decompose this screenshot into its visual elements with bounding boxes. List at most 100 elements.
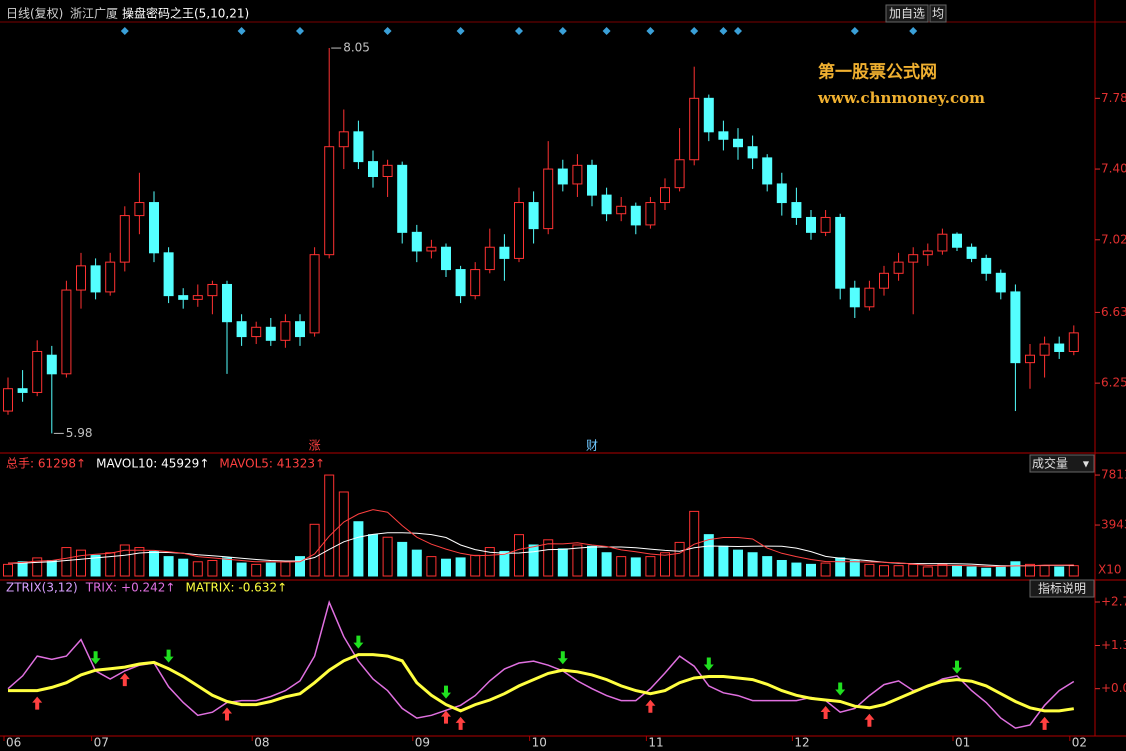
- candle-body: [879, 272, 889, 289]
- candle-body: [280, 321, 291, 341]
- volume-bar: [776, 559, 787, 577]
- buy-arrow: [32, 696, 43, 710]
- legend-entry: MAVOL5: 41323↑: [219, 457, 325, 471]
- candle-body: [119, 215, 130, 263]
- x-tick-label: 12: [794, 736, 809, 750]
- candle-body: [893, 261, 904, 274]
- volume-bar: [981, 567, 992, 577]
- candle-body: [163, 252, 174, 297]
- volume-bar: [922, 566, 933, 577]
- volume-bar: [572, 544, 583, 577]
- legend-entry: MATRIX: -0.632↑: [185, 581, 287, 595]
- candle-body: [192, 295, 203, 300]
- volume-bar: [61, 547, 72, 577]
- min-price-label: 5.98: [66, 426, 93, 440]
- volume-bar: [280, 561, 291, 577]
- indicator-help-button[interactable]: 指标说明: [1038, 581, 1086, 596]
- signal-diamond: [456, 27, 465, 35]
- candle-body: [17, 388, 28, 393]
- volume-bar: [105, 552, 116, 577]
- volume-bar: [908, 563, 919, 577]
- candle-body: [105, 261, 116, 293]
- volume-bar: [178, 558, 189, 577]
- volume-bar: [1068, 565, 1079, 577]
- volume-bar: [192, 561, 203, 577]
- series-line: [8, 653, 1075, 713]
- volume-bar: [937, 563, 948, 577]
- volume-bar: [966, 566, 977, 577]
- candle-body: [426, 246, 437, 252]
- candle-body: [572, 164, 583, 185]
- candle-body: [937, 233, 948, 252]
- volume-bar: [630, 557, 641, 577]
- legend-entry: TRIX: +0.242↑: [85, 581, 176, 595]
- volume-bar: [32, 557, 43, 577]
- candle-body: [952, 233, 962, 248]
- volume-bar: [1054, 566, 1065, 577]
- candle-body: [981, 257, 992, 274]
- indicator-title: ZTRIX(3,12): [6, 581, 78, 595]
- volume-bar: [382, 536, 393, 577]
- volume-bar: [601, 552, 612, 577]
- candle-body: [776, 183, 787, 204]
- buy-arrow: [119, 673, 130, 687]
- candle-body: [470, 269, 481, 297]
- volume-selector[interactable]: 成交量: [1032, 456, 1068, 471]
- y-tick-label: 6.63: [1101, 305, 1126, 319]
- sell-arrow: [703, 657, 714, 671]
- candle-body: [601, 194, 612, 215]
- signal-diamond: [719, 27, 728, 35]
- volume-bar: [645, 556, 656, 577]
- signal-diamond: [850, 27, 859, 35]
- candle-body: [528, 202, 539, 230]
- volume-bar: [893, 565, 904, 577]
- buy-arrow: [441, 710, 451, 724]
- candle-body: [587, 164, 597, 196]
- volume-bar: [806, 563, 816, 577]
- candle-body: [922, 250, 933, 256]
- dropdown-arrow[interactable]: ▼: [1083, 460, 1090, 469]
- volume-unit: X10: [1098, 563, 1122, 577]
- volume-bar: [163, 556, 174, 577]
- candle-body: [849, 287, 860, 308]
- volume-bar: [411, 549, 422, 577]
- x-tick-label: 09: [415, 736, 430, 750]
- candle-body: [557, 168, 568, 185]
- volume-bar: [733, 549, 743, 577]
- candle-body: [251, 326, 262, 338]
- candle-body: [455, 269, 466, 297]
- volume-bar: [1010, 561, 1021, 577]
- candle-body: [338, 131, 349, 148]
- buy-arrow: [1039, 716, 1050, 730]
- volume-bar: [251, 563, 262, 577]
- volume-bar: [368, 534, 378, 577]
- volume-bar: [762, 556, 773, 577]
- candle-body: [762, 157, 773, 185]
- volume-bar: [426, 556, 437, 577]
- volume-bar: [879, 565, 889, 577]
- candle-body: [689, 97, 700, 161]
- y-tick-label: 3943: [1101, 518, 1126, 532]
- y-tick-label: 7.02: [1101, 232, 1126, 246]
- candle-body: [1010, 291, 1021, 364]
- volume-bar: [820, 562, 831, 577]
- candle-body: [1054, 343, 1065, 352]
- volume-bar: [236, 562, 247, 577]
- candle-body: [368, 161, 378, 178]
- sell-arrow: [90, 651, 101, 665]
- x-tick-label: 06: [6, 736, 21, 750]
- volume-bar: [514, 534, 524, 577]
- volume-bar: [499, 550, 510, 577]
- button-frame: [929, 4, 947, 23]
- add-watchlist-button[interactable]: 加自选: [889, 7, 925, 21]
- signal-diamond: [602, 27, 611, 35]
- legend-entry: 总手: 61298↑: [6, 457, 86, 471]
- x-tick-label: 10: [532, 736, 547, 750]
- candle-body: [61, 289, 72, 375]
- signal-diamond: [383, 27, 392, 35]
- y-tick-label: 7.40: [1101, 162, 1126, 176]
- candle-body: [1039, 343, 1050, 356]
- candle-body: [76, 265, 86, 291]
- average-button[interactable]: 均: [932, 7, 944, 21]
